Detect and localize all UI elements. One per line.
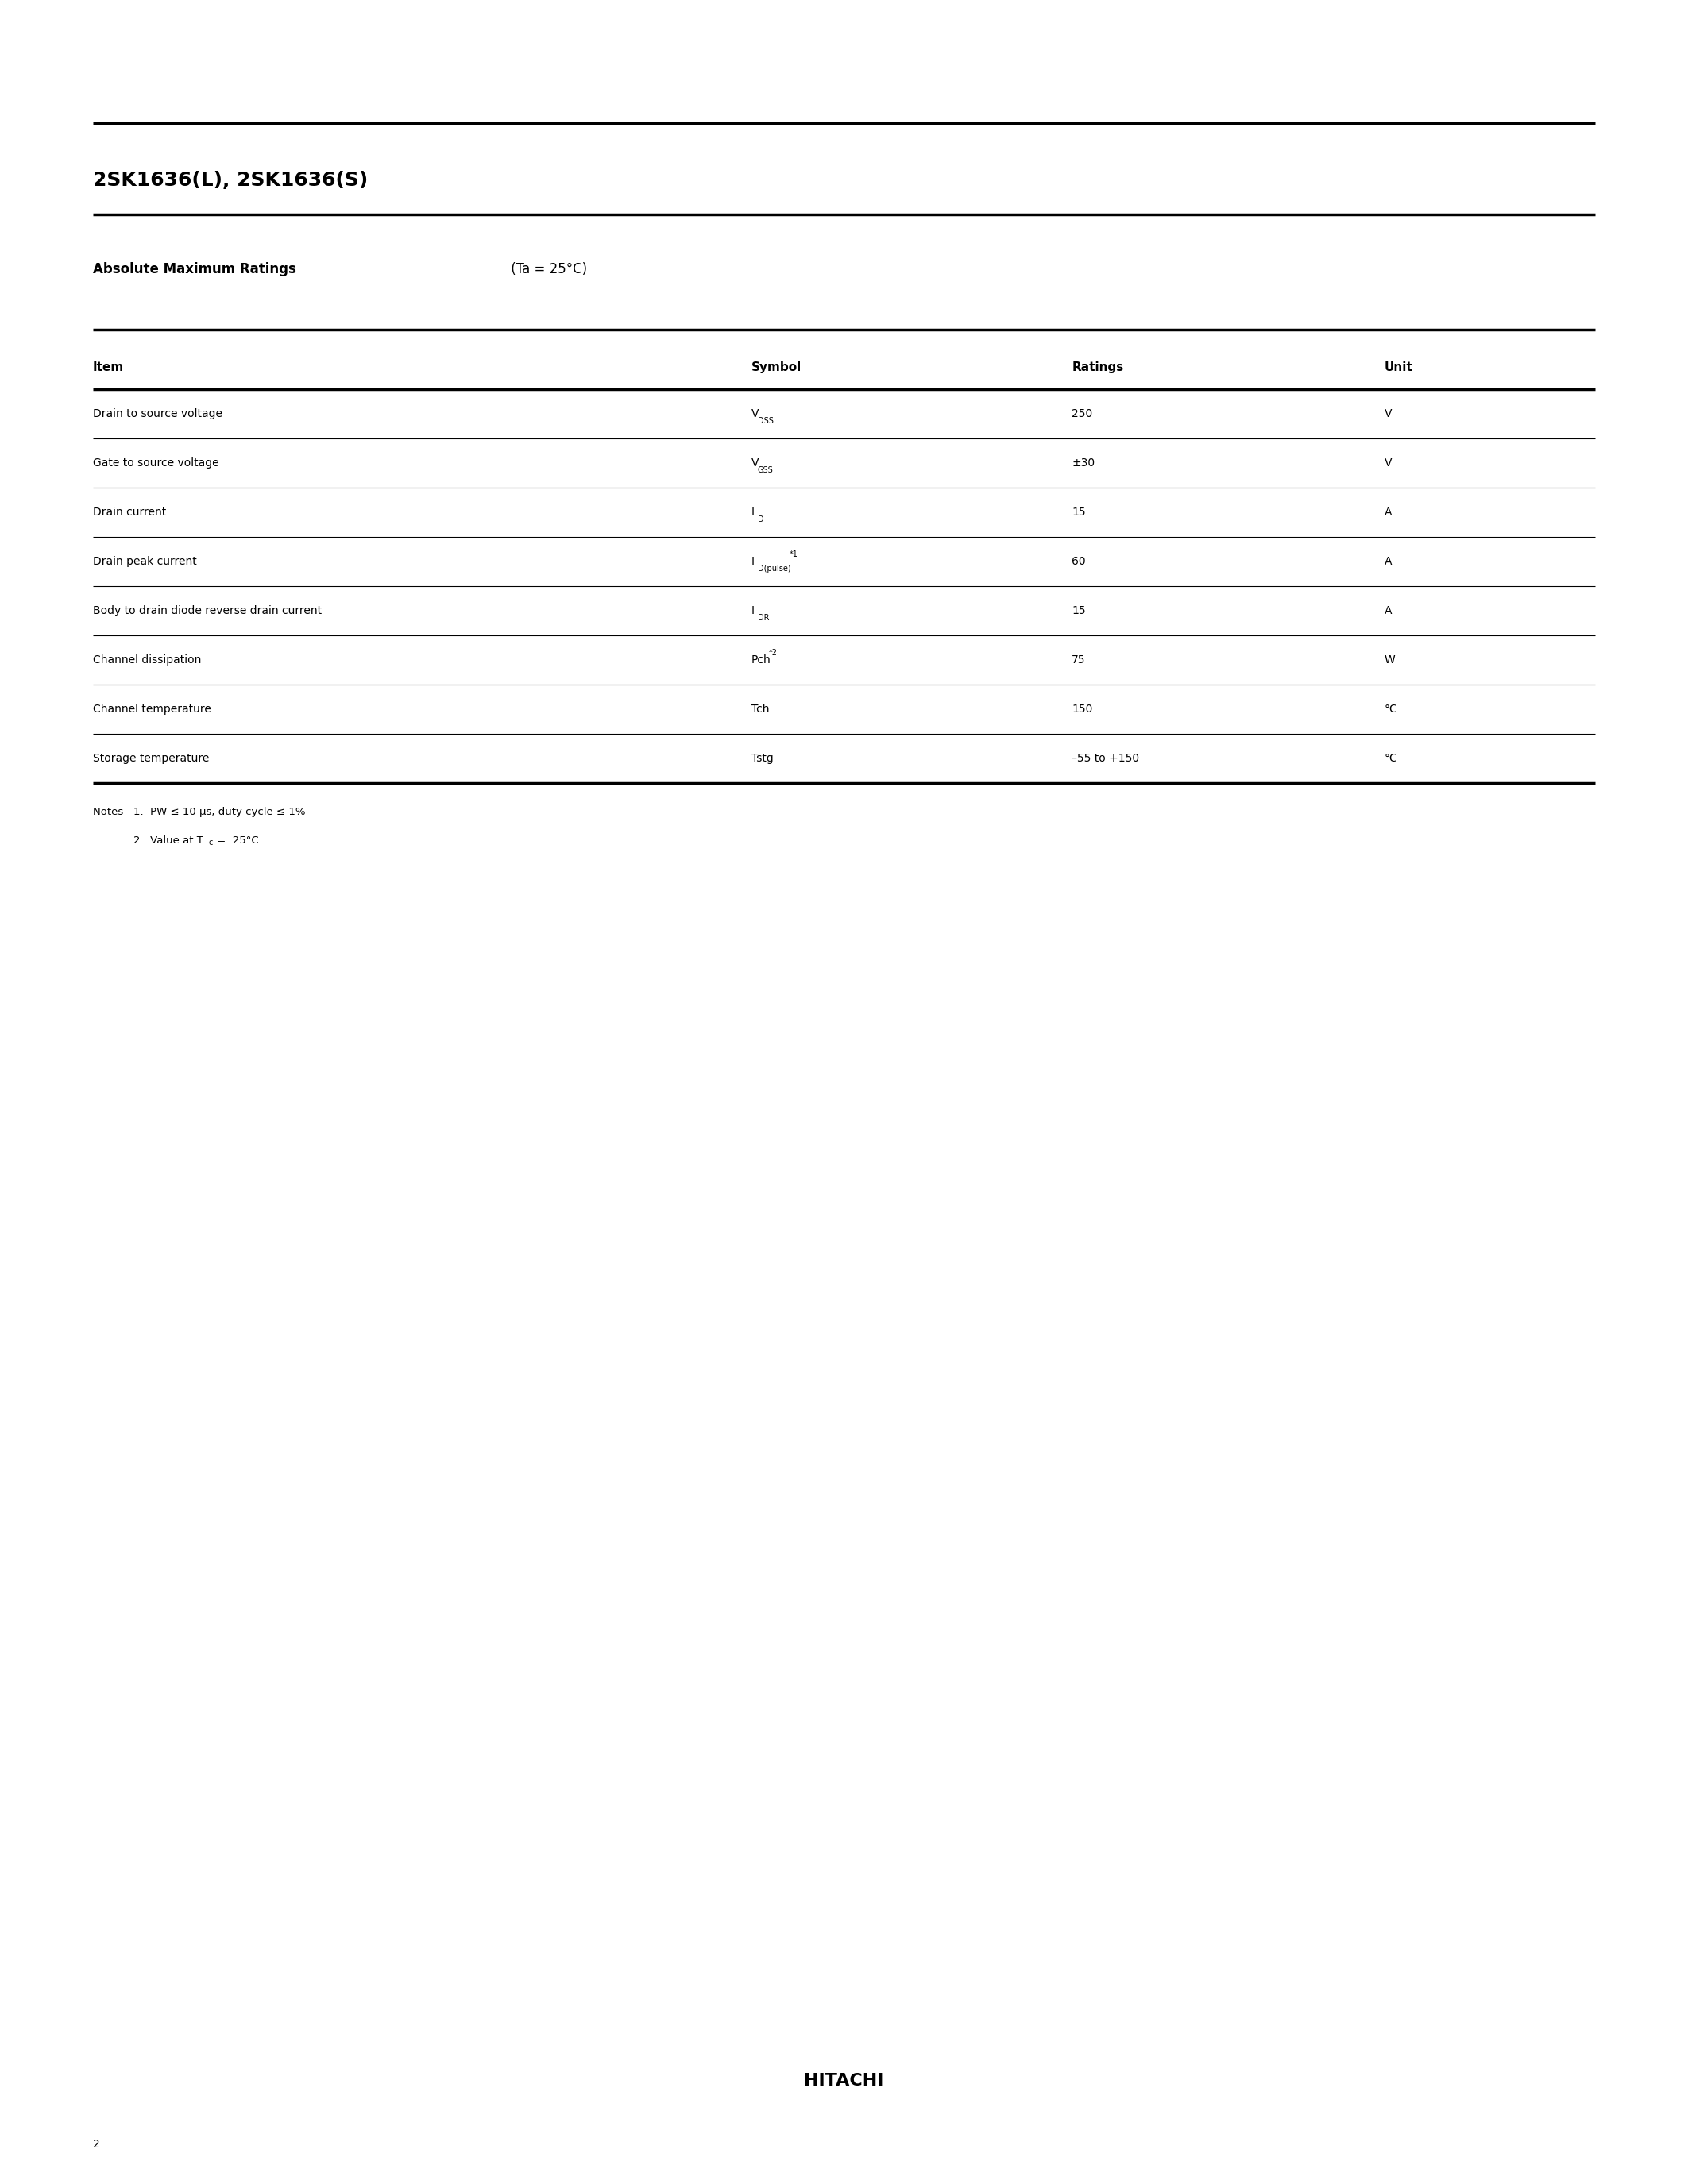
Text: 150: 150	[1072, 703, 1092, 714]
Text: –55 to +150: –55 to +150	[1072, 753, 1139, 764]
Text: A: A	[1384, 557, 1391, 568]
Text: A: A	[1384, 507, 1391, 518]
Text: D: D	[758, 515, 763, 524]
Text: (Ta = 25°C): (Ta = 25°C)	[506, 262, 587, 277]
Text: 250: 250	[1072, 408, 1092, 419]
Text: Ratings: Ratings	[1072, 360, 1124, 373]
Text: Notes   1.  PW ≤ 10 μs, duty cycle ≤ 1%: Notes 1. PW ≤ 10 μs, duty cycle ≤ 1%	[93, 806, 306, 817]
Text: Body to drain diode reverse drain current: Body to drain diode reverse drain curren…	[93, 605, 322, 616]
Text: 2SK1636(L), 2SK1636(S): 2SK1636(L), 2SK1636(S)	[93, 170, 368, 190]
Text: 15: 15	[1072, 507, 1085, 518]
Text: A: A	[1384, 605, 1391, 616]
Text: *1: *1	[790, 550, 798, 559]
Text: 15: 15	[1072, 605, 1085, 616]
Text: Tch: Tch	[751, 703, 770, 714]
Text: 60: 60	[1072, 557, 1085, 568]
Text: Drain current: Drain current	[93, 507, 165, 518]
Text: Unit: Unit	[1384, 360, 1413, 373]
Text: c: c	[209, 839, 213, 847]
Text: V: V	[1384, 408, 1391, 419]
Text: *2: *2	[768, 649, 778, 657]
Text: I: I	[751, 605, 755, 616]
Text: V: V	[751, 456, 758, 470]
Text: Channel temperature: Channel temperature	[93, 703, 211, 714]
Text: GSS: GSS	[758, 465, 773, 474]
Text: Absolute Maximum Ratings: Absolute Maximum Ratings	[93, 262, 295, 277]
Text: 75: 75	[1072, 655, 1085, 666]
Text: °C: °C	[1384, 703, 1398, 714]
Text: I: I	[751, 507, 755, 518]
Text: V: V	[1384, 456, 1391, 470]
Text: 2.  Value at T: 2. Value at T	[93, 836, 203, 845]
Text: I: I	[751, 557, 755, 568]
Text: Pch: Pch	[751, 655, 771, 666]
Text: Drain to source voltage: Drain to source voltage	[93, 408, 223, 419]
Text: =  25°C: = 25°C	[214, 836, 258, 845]
Text: Channel dissipation: Channel dissipation	[93, 655, 201, 666]
Text: V: V	[751, 408, 758, 419]
Text: Symbol: Symbol	[751, 360, 802, 373]
Text: D(pulse): D(pulse)	[758, 566, 790, 572]
Text: Item: Item	[93, 360, 123, 373]
Text: DR: DR	[758, 614, 770, 622]
Text: 2: 2	[93, 2138, 100, 2149]
Text: °C: °C	[1384, 753, 1398, 764]
Text: W: W	[1384, 655, 1394, 666]
Text: DSS: DSS	[758, 417, 773, 426]
Text: HITACHI: HITACHI	[803, 2073, 885, 2088]
Text: Tstg: Tstg	[751, 753, 773, 764]
Text: Storage temperature: Storage temperature	[93, 753, 209, 764]
Text: ±30: ±30	[1072, 456, 1096, 470]
Text: Drain peak current: Drain peak current	[93, 557, 197, 568]
Text: Gate to source voltage: Gate to source voltage	[93, 456, 219, 470]
